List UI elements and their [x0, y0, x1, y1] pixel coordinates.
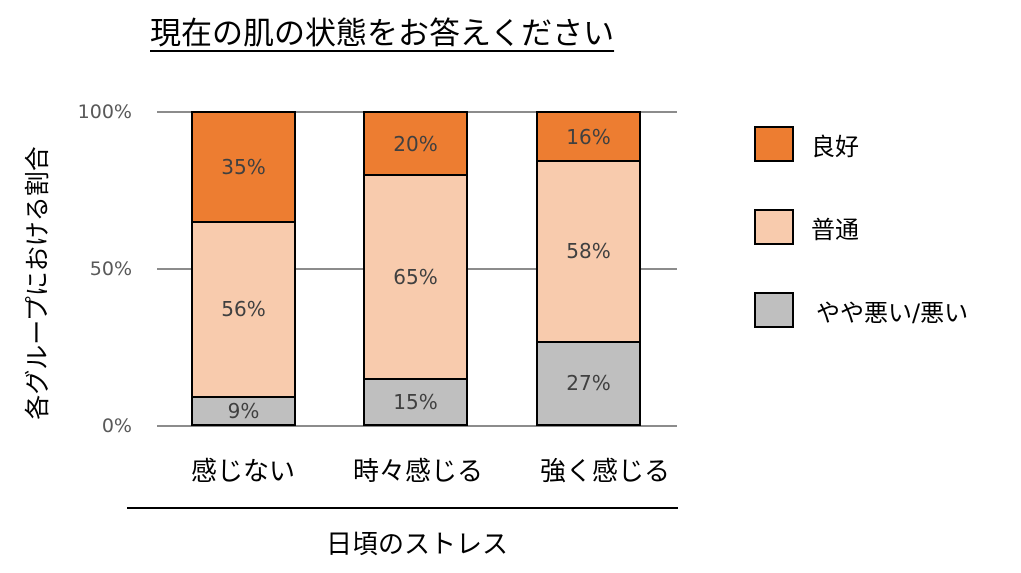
x-category-1: 感じない — [190, 457, 296, 487]
legend-swatch-bad — [754, 292, 794, 328]
legend-label-bad: やや悪い/悪い — [816, 298, 969, 327]
bar-segment-normal: 56% — [191, 220, 296, 398]
bar-segment-bad: 27% — [536, 340, 641, 426]
legend-label-normal: 普通 — [811, 215, 859, 244]
bar-segment-bad: 15% — [363, 377, 468, 426]
plot-area: 100% 50% 0% 9% 56% 35% 15% 65% 20% 27% 5… — [78, 101, 677, 437]
bar-group-2: 15% 65% 20% — [363, 111, 468, 426]
bar-group-1: 9% 56% 35% — [191, 111, 296, 426]
y-axis-label: 各グループにおける割合 — [23, 146, 52, 420]
legend-swatch-good — [754, 126, 794, 162]
bar-segment-good: 35% — [191, 111, 296, 223]
x-category-2: 時々感じる — [352, 457, 484, 487]
gridline-0 — [157, 425, 677, 427]
bar-segment-normal: 58% — [536, 159, 641, 343]
legend-swatch-normal — [754, 209, 794, 245]
bar-segment-normal: 65% — [363, 173, 468, 380]
legend-item-good: 良好 — [754, 126, 859, 162]
bar-segment-good: 20% — [363, 111, 468, 176]
x-category-3: 強く感じる — [539, 457, 671, 487]
bar-group-3: 27% 58% 16% — [536, 111, 641, 426]
x-axis-label: 日頃のストレス — [325, 530, 509, 560]
legend-label-good: 良好 — [811, 132, 859, 161]
y-tick-100: 100% — [77, 101, 132, 123]
x-axis-separator — [127, 507, 678, 509]
chart-title: 現在の肌の状態をお答えください — [150, 16, 615, 52]
y-tick-0: 0% — [101, 415, 132, 437]
legend-item-normal: 普通 — [754, 209, 859, 245]
legend-item-bad: やや悪い/悪い — [754, 292, 968, 328]
y-tick-50: 50% — [89, 258, 132, 280]
bar-segment-good: 16% — [536, 111, 641, 162]
bar-segment-bad: 9% — [191, 396, 296, 426]
